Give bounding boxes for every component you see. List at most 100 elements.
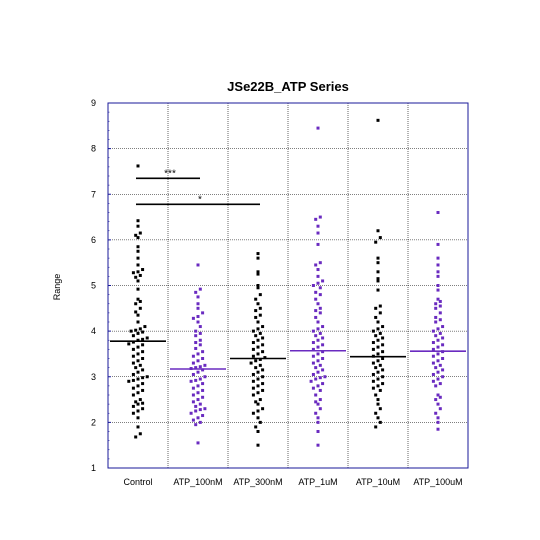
data-point bbox=[321, 336, 325, 340]
data-point bbox=[131, 347, 135, 351]
data-point bbox=[138, 432, 142, 436]
data-point bbox=[138, 363, 142, 367]
data-point bbox=[189, 411, 193, 415]
data-point bbox=[141, 337, 145, 341]
data-point bbox=[314, 393, 318, 397]
data-point bbox=[201, 357, 205, 360]
data-point bbox=[436, 377, 440, 381]
data-point bbox=[316, 268, 320, 272]
data-point bbox=[318, 331, 322, 335]
data-point bbox=[371, 379, 375, 383]
data-point bbox=[436, 352, 440, 356]
data-point bbox=[314, 297, 318, 301]
data-point bbox=[438, 299, 442, 303]
data-point bbox=[316, 345, 320, 349]
data-point bbox=[316, 231, 320, 235]
data-point bbox=[316, 302, 320, 306]
data-point bbox=[136, 391, 140, 395]
data-point bbox=[441, 368, 445, 372]
data-point bbox=[434, 411, 438, 415]
y-tick-label: 7 bbox=[91, 189, 96, 199]
data-point bbox=[145, 375, 149, 379]
data-point bbox=[261, 382, 265, 386]
data-point bbox=[256, 327, 260, 331]
data-point bbox=[201, 350, 205, 354]
data-point bbox=[436, 416, 440, 420]
significance-label: * bbox=[198, 194, 202, 205]
data-point bbox=[436, 297, 440, 301]
data-point bbox=[131, 378, 135, 382]
data-point bbox=[441, 375, 445, 379]
data-point bbox=[136, 425, 140, 429]
y-tick-label: 4 bbox=[91, 326, 96, 336]
data-point bbox=[256, 256, 260, 260]
data-point bbox=[261, 375, 265, 379]
data-point bbox=[441, 357, 445, 360]
data-point bbox=[138, 327, 142, 331]
data-point bbox=[436, 402, 440, 406]
data-point bbox=[316, 320, 320, 324]
data-point bbox=[198, 287, 202, 291]
data-point bbox=[309, 379, 313, 383]
data-point bbox=[376, 402, 380, 406]
data-point bbox=[376, 384, 380, 388]
data-point bbox=[201, 382, 205, 386]
data-point bbox=[131, 354, 135, 358]
data-point bbox=[318, 376, 322, 380]
data-point bbox=[136, 352, 140, 356]
data-point bbox=[318, 306, 322, 310]
data-point bbox=[371, 386, 375, 390]
data-point bbox=[134, 275, 138, 279]
data-point bbox=[136, 409, 140, 413]
data-point bbox=[136, 236, 140, 240]
data-point bbox=[314, 334, 318, 338]
data-point bbox=[314, 400, 318, 404]
data-point bbox=[256, 284, 260, 287]
data-point bbox=[201, 395, 205, 399]
data-point bbox=[261, 388, 265, 392]
data-point bbox=[136, 416, 140, 420]
data-point bbox=[136, 263, 140, 267]
data-point bbox=[196, 398, 200, 402]
data-point bbox=[256, 286, 260, 290]
data-point bbox=[376, 359, 380, 363]
data-point bbox=[258, 306, 262, 310]
data-point bbox=[256, 391, 260, 395]
data-point bbox=[196, 352, 200, 356]
data-point bbox=[316, 327, 320, 331]
data-point bbox=[194, 334, 198, 338]
data-point bbox=[196, 306, 200, 310]
data-point bbox=[251, 411, 255, 415]
data-point bbox=[189, 379, 193, 383]
data-point bbox=[378, 304, 382, 308]
data-point bbox=[376, 416, 380, 420]
data-point bbox=[318, 261, 322, 265]
data-point bbox=[138, 273, 142, 277]
data-point bbox=[316, 359, 320, 363]
data-point bbox=[381, 350, 385, 354]
data-point bbox=[141, 401, 145, 405]
data-point bbox=[431, 341, 435, 345]
data-point bbox=[254, 315, 258, 319]
data-point bbox=[434, 398, 438, 402]
data-point bbox=[381, 357, 385, 360]
data-point bbox=[131, 361, 135, 365]
data-point bbox=[316, 126, 320, 130]
data-point bbox=[138, 231, 142, 235]
data-point bbox=[316, 443, 320, 447]
data-point bbox=[198, 377, 202, 381]
data-point bbox=[431, 361, 435, 365]
data-point bbox=[138, 306, 142, 310]
data-point bbox=[256, 416, 260, 420]
data-point bbox=[258, 293, 262, 297]
data-point bbox=[191, 418, 195, 422]
data-point bbox=[256, 302, 260, 306]
data-point bbox=[136, 313, 140, 317]
data-point bbox=[261, 343, 265, 347]
data-point bbox=[134, 435, 138, 439]
data-point bbox=[198, 402, 202, 406]
data-point bbox=[191, 361, 195, 365]
data-point bbox=[136, 345, 140, 349]
data-point bbox=[196, 391, 200, 395]
data-point bbox=[376, 277, 380, 281]
